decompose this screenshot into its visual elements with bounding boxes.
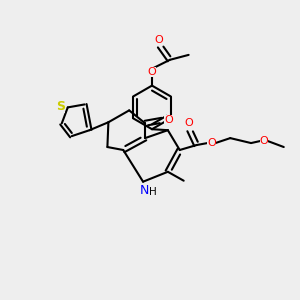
Text: S: S	[56, 100, 65, 113]
Text: N: N	[140, 184, 149, 197]
Text: O: O	[184, 118, 193, 128]
Text: H: H	[149, 187, 157, 196]
Text: O: O	[148, 67, 156, 77]
Text: O: O	[164, 115, 173, 125]
Text: O: O	[260, 136, 268, 146]
Text: O: O	[154, 35, 163, 45]
Text: O: O	[207, 138, 216, 148]
